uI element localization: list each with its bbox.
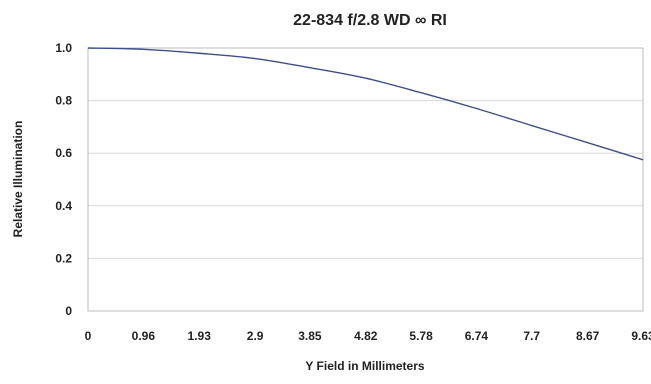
x-tick-label: 6.74 — [465, 329, 489, 343]
x-tick-label: 9.63 — [631, 329, 651, 343]
x-tick-label: 5.78 — [409, 329, 433, 343]
x-tick-label: 3.85 — [298, 329, 322, 343]
x-tick-label: 2.9 — [247, 329, 264, 343]
x-tick-label: 4.82 — [354, 329, 378, 343]
x-tick-labels: 0 0.96 1.93 2.9 3.85 4.82 5.78 6.74 7.7 8.67 9.63 — [85, 329, 651, 343]
grid-lines — [88, 100, 643, 259]
x-axis-label: Y Field in Millimeters — [305, 359, 424, 373]
y-tick-label: 0.2 — [55, 251, 72, 265]
x-tick-label: 0 — [85, 329, 92, 343]
y-tick-label: 0 — [65, 304, 72, 318]
y-tick-label: 0.4 — [55, 199, 72, 213]
x-tick-label: 8.67 — [576, 329, 600, 343]
plot-area-frame — [87, 47, 644, 312]
x-tick-label: 7.7 — [523, 329, 540, 343]
relative-illumination-curve — [87, 47, 644, 161]
y-tick-label: 0.6 — [55, 146, 72, 160]
x-tick-label: 1.93 — [188, 329, 212, 343]
y-tick-label: 0.8 — [55, 94, 72, 108]
x-tick-label: 0.96 — [132, 329, 156, 343]
y-tick-labels: 0 0.2 0.4 0.6 0.8 1.0 — [55, 41, 72, 318]
y-axis-label: Relative Illumination — [11, 121, 25, 238]
series-layer — [87, 47, 644, 161]
chart-title: 22-834 f/2.8 WD ∞ RI — [293, 12, 447, 29]
y-tick-label: 1.0 — [55, 41, 72, 55]
